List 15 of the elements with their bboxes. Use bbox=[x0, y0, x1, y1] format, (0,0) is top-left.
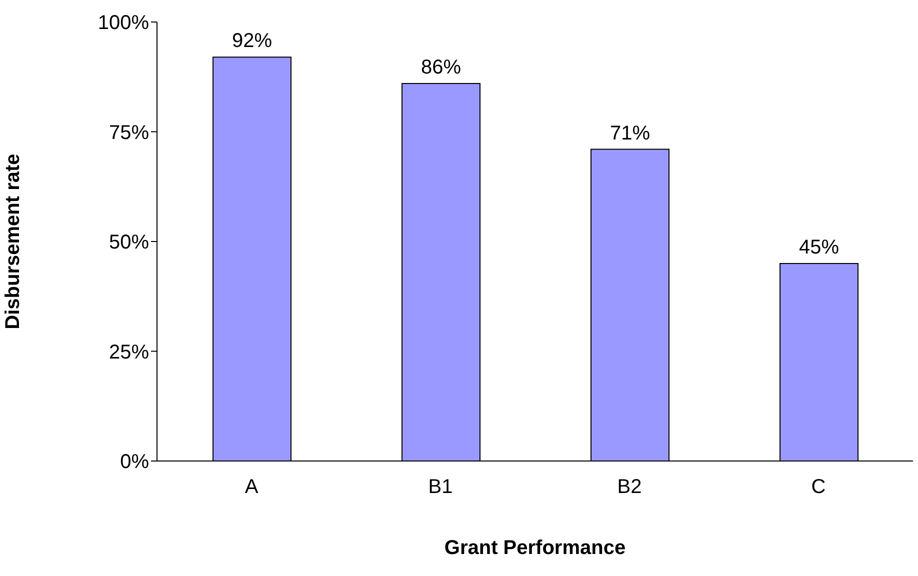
data-label: 92% bbox=[232, 30, 272, 52]
data-label: 86% bbox=[420, 56, 462, 78]
data-label: 45% bbox=[798, 236, 840, 258]
x-tick-label: A bbox=[244, 476, 259, 498]
y-tick-label: 50% bbox=[108, 232, 150, 254]
y-tick-label: 0% bbox=[120, 451, 150, 474]
data-label: 71% bbox=[610, 122, 650, 144]
y-tick-label: 75% bbox=[108, 122, 150, 144]
x-tick-label: B2 bbox=[617, 476, 642, 498]
x-tick-label: B1 bbox=[428, 476, 453, 498]
x-axis-title: Grant Performance bbox=[444, 537, 626, 559]
x-tick-label: C bbox=[811, 476, 826, 498]
y-axis-title: Disbursement rate bbox=[2, 154, 24, 330]
y-tick-label: 25% bbox=[108, 341, 150, 364]
y-tick-label: 100% bbox=[98, 12, 150, 34]
